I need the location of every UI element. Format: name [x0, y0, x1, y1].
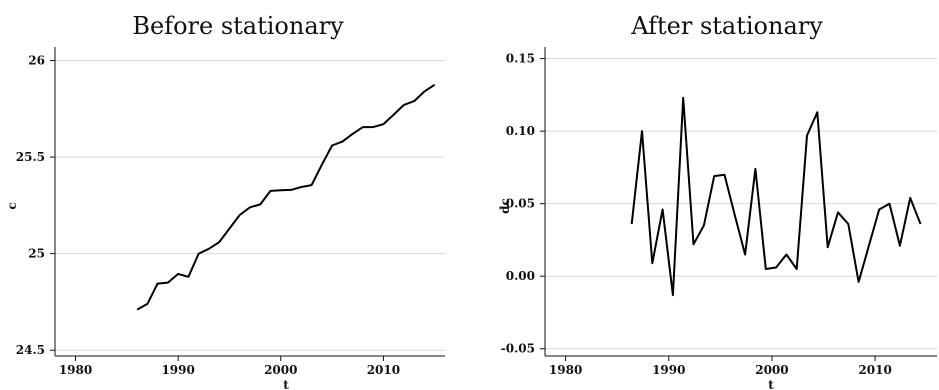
y-tick-labels: 24.5 25 25.5 26: [16, 54, 45, 358]
x-tick-label: 1990: [161, 363, 194, 377]
x-axis-label: t: [283, 378, 289, 390]
x-tick-label: 2000: [755, 363, 788, 377]
y-tick-label: 25.5: [16, 150, 45, 164]
y-tick-labels: -0.05 0.00 0.05 0.10 0.15: [501, 52, 535, 356]
y-tick-label: 0.10: [506, 124, 535, 138]
axes: [540, 47, 937, 361]
chart-title: After stationary: [630, 12, 823, 40]
series-line: [136, 83, 436, 311]
chart-title: Before stationary: [132, 12, 344, 40]
grid-lines: [545, 58, 937, 350]
chart-after-stationary: After stationary -0.05 0.00 0.05 0.10 0.15 1…: [498, 12, 937, 390]
x-tick-label: 2010: [367, 363, 400, 377]
x-tick-labels: 1980 1990 2000 2010: [549, 363, 892, 377]
x-tick-label: 1980: [549, 363, 582, 377]
x-tick-label: 1980: [59, 363, 92, 377]
x-tick-labels: 1980 1990 2000 2010: [59, 363, 400, 377]
y-tick-label: 24.5: [16, 343, 45, 357]
y-axis-label: dc: [498, 198, 512, 214]
y-axis-label: c: [5, 202, 19, 209]
y-tick-label: 25: [28, 247, 45, 261]
y-tick-label: 0.05: [506, 197, 535, 211]
y-tick-label: -0.05: [501, 342, 535, 356]
x-tick-label: 1990: [652, 363, 685, 377]
x-tick-label: 2010: [858, 363, 891, 377]
grid-lines: [55, 60, 445, 351]
chart-before-stationary: Before stationary 24.5 25 25.5 26 1980 1990 2…: [5, 12, 445, 390]
y-tick-label: 0.00: [506, 269, 535, 283]
axes: [50, 47, 445, 361]
x-tick-label: 2000: [264, 363, 297, 377]
y-tick-label: 26: [28, 54, 45, 68]
x-axis-label: t: [768, 378, 774, 390]
y-tick-label: 0.15: [506, 52, 535, 66]
series-lines: [630, 96, 922, 297]
series-lines: [136, 83, 436, 311]
series-line: [630, 96, 922, 297]
